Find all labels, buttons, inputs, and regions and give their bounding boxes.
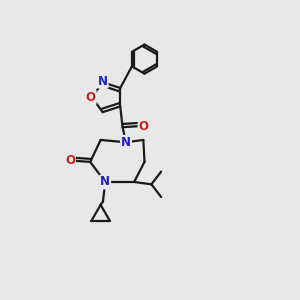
Text: O: O <box>65 154 75 167</box>
Text: O: O <box>86 91 96 104</box>
Text: N: N <box>121 136 131 149</box>
Text: N: N <box>100 176 110 188</box>
Text: N: N <box>98 75 108 88</box>
Text: O: O <box>139 120 148 133</box>
